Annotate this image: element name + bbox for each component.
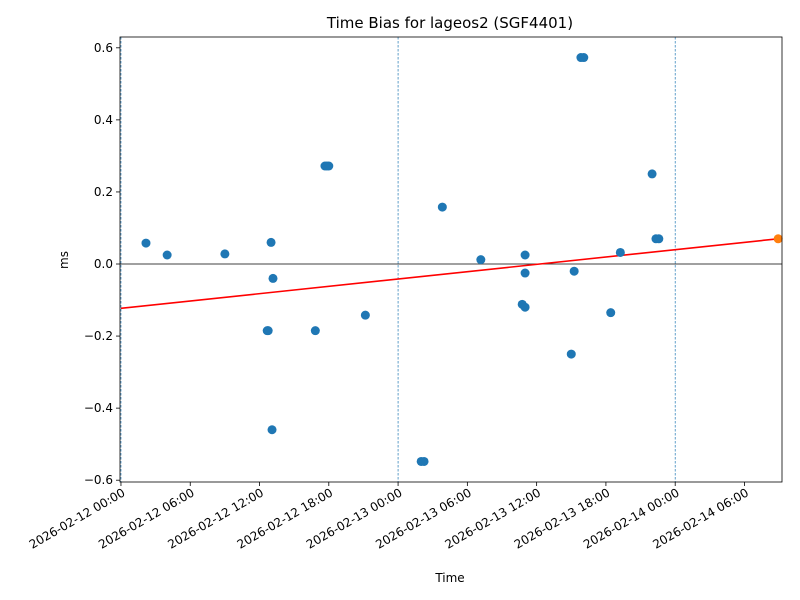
latest-data-point xyxy=(773,234,783,244)
y-tick-label: 0.0 xyxy=(94,257,113,271)
data-point xyxy=(606,308,616,318)
data-point xyxy=(267,425,277,435)
data-point xyxy=(566,349,576,359)
y-tick-label: 0.4 xyxy=(94,113,113,127)
data-point xyxy=(520,302,530,312)
data-point xyxy=(520,268,530,278)
data-point xyxy=(360,310,370,320)
data-point xyxy=(324,161,334,171)
data-point xyxy=(419,456,429,466)
y-tick-label: −0.6 xyxy=(84,473,113,487)
data-point xyxy=(579,53,589,63)
x-axis-label: Time xyxy=(434,571,464,585)
y-tick-label: −0.4 xyxy=(84,401,113,415)
trend-line xyxy=(120,237,779,310)
data-point xyxy=(437,202,447,212)
y-axis-ticks: −0.6 −0.4 −0.2 0.0 0.2 0.4 0.6 xyxy=(84,41,120,487)
plot-frame xyxy=(119,36,783,483)
y-tick-label: 0.2 xyxy=(94,185,113,199)
data-point xyxy=(141,238,151,248)
data-point xyxy=(476,255,486,265)
data-point xyxy=(569,266,579,276)
plot-lines xyxy=(120,37,782,482)
data-point xyxy=(615,247,625,257)
data-point xyxy=(162,250,172,260)
data-point xyxy=(520,250,530,260)
chart-title: Time Bias for lageos2 (SGF4401) xyxy=(326,14,573,32)
data-point xyxy=(220,249,230,259)
data-points xyxy=(141,53,783,466)
data-point xyxy=(263,326,273,336)
y-axis-label: ms xyxy=(57,251,71,269)
data-point xyxy=(647,169,657,179)
y-tick-label: 0.6 xyxy=(94,41,113,55)
y-tick-label: −0.2 xyxy=(84,329,113,343)
data-point xyxy=(310,326,320,336)
data-point xyxy=(654,234,664,244)
data-point xyxy=(266,237,276,247)
data-point xyxy=(268,273,278,283)
